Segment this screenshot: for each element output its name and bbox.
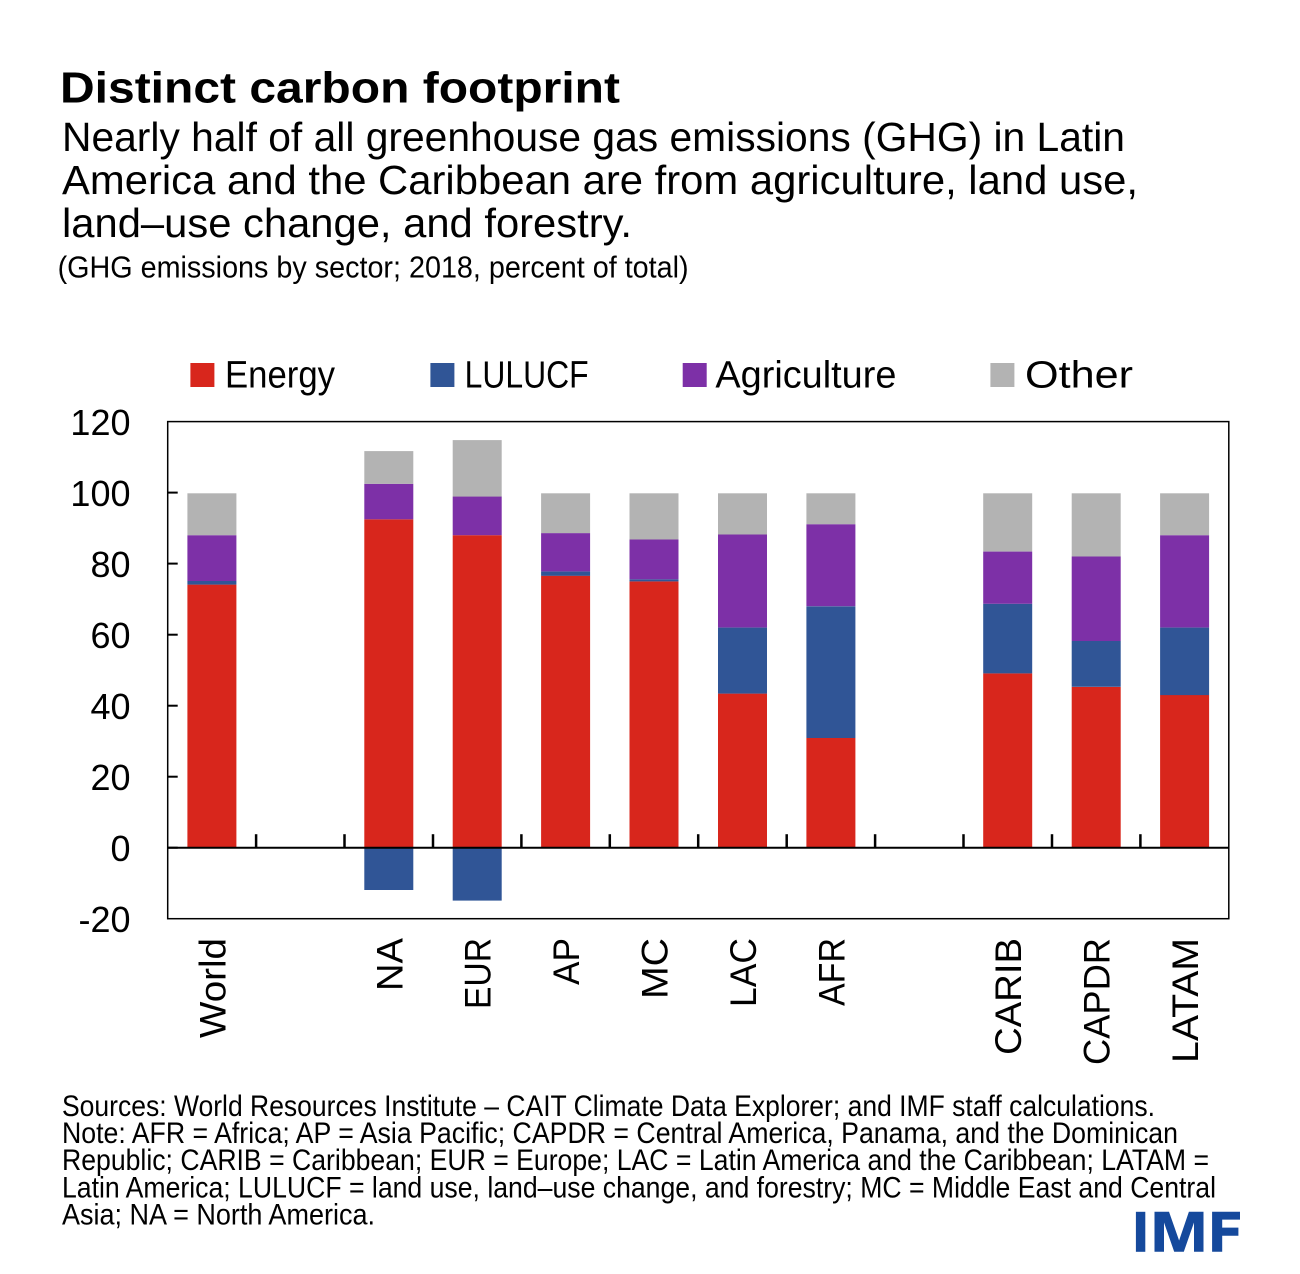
svg-text:Latin America; LULUCF = land u: Latin America; LULUCF = land use, land–u… bbox=[62, 1171, 1216, 1204]
svg-text:Republic; CARIB = Caribbean; E: Republic; CARIB = Caribbean; EUR = Europ… bbox=[62, 1144, 1209, 1177]
svg-text:40: 40 bbox=[90, 686, 130, 727]
svg-text:100: 100 bbox=[70, 473, 130, 514]
svg-text:-20: -20 bbox=[78, 899, 130, 940]
svg-text:Agriculture: Agriculture bbox=[715, 355, 896, 397]
svg-text:80: 80 bbox=[90, 544, 130, 585]
svg-text:World: World bbox=[192, 938, 233, 1038]
svg-text:Nearly half of all greenhouse: Nearly half of all greenhouse gas emissi… bbox=[62, 114, 1125, 160]
svg-text:Other: Other bbox=[1025, 355, 1133, 397]
svg-text:CAPDR: CAPDR bbox=[1077, 938, 1118, 1065]
svg-text:60: 60 bbox=[90, 615, 130, 656]
svg-text:LULUCF: LULUCF bbox=[465, 355, 589, 397]
svg-text:(GHG emissions by sector; 2018: (GHG emissions by sector; 2018, percent … bbox=[58, 250, 689, 285]
svg-text:AFR: AFR bbox=[811, 938, 852, 1006]
svg-text:America and the Caribbean are: America and the Caribbean are from agric… bbox=[62, 157, 1138, 203]
svg-text:MC: MC bbox=[635, 938, 676, 999]
svg-text:0: 0 bbox=[110, 828, 130, 869]
svg-text:Note: AFR = Africa; AP = Asia: Note: AFR = Africa; AP = Asia Pacific; C… bbox=[62, 1117, 1178, 1150]
svg-text:NA: NA bbox=[369, 938, 410, 991]
svg-text:AP: AP bbox=[546, 938, 587, 985]
svg-text:120: 120 bbox=[70, 402, 130, 443]
svg-text:LATAM: LATAM bbox=[1165, 938, 1206, 1063]
svg-text:Asia; NA = North America.: Asia; NA = North America. bbox=[62, 1199, 375, 1232]
svg-text:CARIB: CARIB bbox=[988, 938, 1029, 1055]
svg-text:Distinct carbon footprint: Distinct carbon footprint bbox=[60, 64, 620, 113]
svg-text:LAC: LAC bbox=[723, 938, 764, 1007]
svg-text:land–use change, and forestry.: land–use change, and forestry. bbox=[62, 200, 632, 246]
svg-text:Energy: Energy bbox=[225, 355, 335, 397]
svg-text:EUR: EUR bbox=[458, 938, 499, 1009]
svg-text:20: 20 bbox=[90, 757, 130, 798]
svg-text:Sources: World Resources Insti: Sources: World Resources Institute – CAI… bbox=[62, 1090, 1155, 1123]
